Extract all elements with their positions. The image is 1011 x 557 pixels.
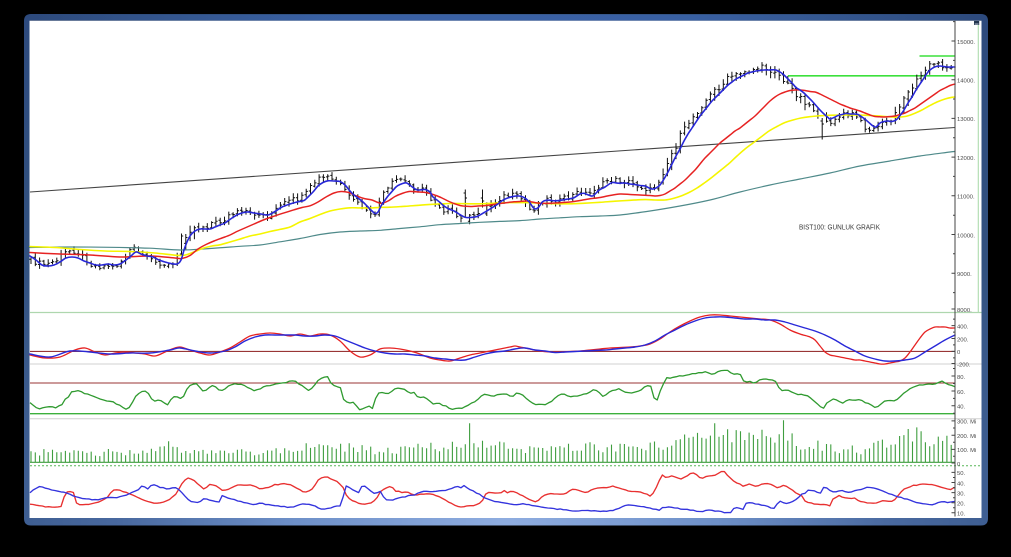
svg-text:14000.: 14000.: [957, 79, 975, 85]
svg-text:80.: 80.: [957, 375, 966, 381]
svg-text:12000.: 12000.: [957, 156, 975, 162]
svg-text:200. Mi: 200. Mi: [957, 434, 976, 440]
svg-text:BIST100: GUNLUK GRAFIK: BIST100: GUNLUK GRAFIK: [799, 224, 880, 231]
svg-text:200.: 200.: [957, 337, 969, 343]
svg-text:-200.: -200.: [957, 362, 971, 368]
svg-text:30.: 30.: [957, 491, 966, 497]
svg-text:15000.: 15000.: [957, 40, 975, 46]
svg-text:0: 0: [957, 462, 961, 468]
svg-text:20.: 20.: [957, 502, 966, 508]
svg-text:8000.: 8000.: [957, 308, 972, 314]
svg-text:13000.: 13000.: [957, 117, 975, 123]
svg-text:11000.: 11000.: [957, 195, 975, 201]
svg-text:60.: 60.: [957, 390, 966, 396]
svg-text:10.: 10.: [957, 512, 966, 518]
svg-text:300. Mi: 300. Mi: [957, 420, 976, 426]
svg-text:10000.: 10000.: [957, 233, 975, 239]
svg-text:40.: 40.: [957, 405, 966, 411]
svg-text:9000.: 9000.: [957, 272, 972, 278]
svg-text:0: 0: [957, 350, 961, 356]
svg-text:50.: 50.: [957, 471, 966, 477]
svg-text:100. Mi: 100. Mi: [957, 448, 976, 454]
svg-text:40.: 40.: [957, 481, 966, 487]
svg-text:400.: 400.: [957, 324, 969, 330]
